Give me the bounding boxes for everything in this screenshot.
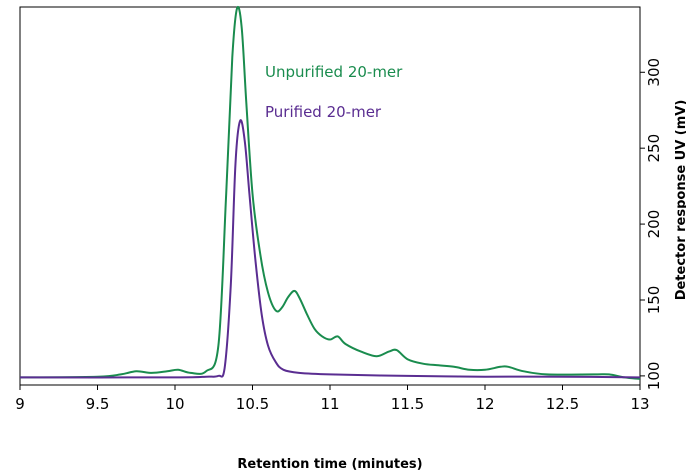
y-axis: 100 150 200 250 300: [640, 58, 663, 390]
x-tick-label: 11: [320, 395, 339, 413]
y-tick-label: 200: [645, 210, 663, 239]
series-line-purified: [19, 119, 641, 379]
x-tick-label: 12.5: [546, 395, 579, 413]
x-axis: 9 9.5 10 10.5 11 11.5 12 12.5 13: [15, 385, 650, 413]
y-tick-label: 300: [645, 58, 663, 87]
x-tick-label: 9: [15, 395, 25, 413]
series-label-unpurified: Unpurified 20-mer: [265, 63, 403, 81]
y-tick-label: 150: [645, 286, 663, 315]
x-axis-title: Retention time (minutes): [237, 457, 422, 472]
x-tick-label: 10: [165, 395, 184, 413]
y-tick-label: 250: [645, 134, 663, 163]
series-line-unpurified: [19, 6, 641, 380]
x-tick-label: 12: [475, 395, 494, 413]
x-tick-label: 13: [630, 395, 649, 413]
y-tick-label: 100: [645, 362, 663, 391]
series-layer: [19, 6, 641, 380]
x-tick-label: 11.5: [391, 395, 424, 413]
x-tick-label: 9.5: [86, 395, 110, 413]
series-label-purified: Purified 20-mer: [265, 103, 382, 121]
y-axis-title: Detector response UV (mV): [674, 100, 686, 301]
x-tick-label: 10.5: [236, 395, 269, 413]
